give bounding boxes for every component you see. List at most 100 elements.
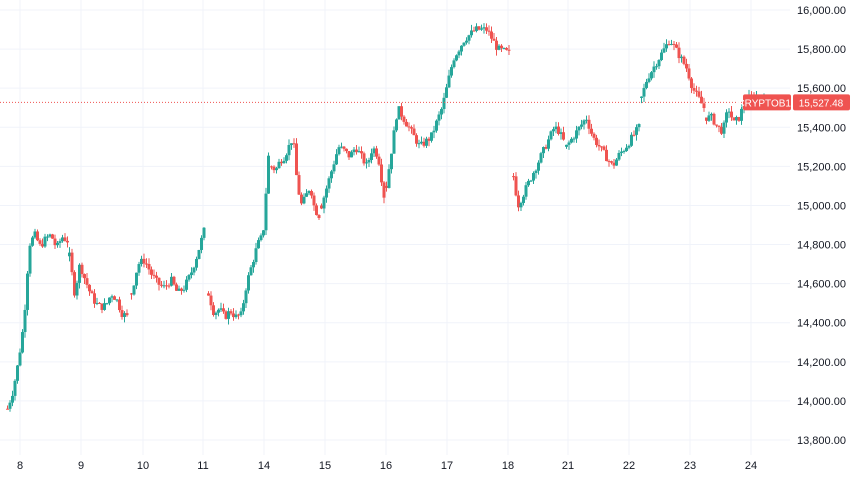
candle-body — [632, 134, 636, 136]
x-tick-label: 23 — [684, 460, 696, 472]
candle-body — [227, 311, 230, 319]
candle-body — [559, 132, 563, 134]
candle-body — [360, 151, 363, 154]
candle-body — [38, 240, 42, 244]
candle-body — [552, 129, 555, 132]
candle-body — [275, 168, 278, 171]
candle-body — [662, 48, 666, 53]
y-tick-label: 15,600.00 — [797, 83, 846, 95]
candle-body — [307, 190, 311, 194]
candle-body — [737, 117, 741, 121]
candle-body — [365, 162, 368, 164]
candle-body — [512, 176, 515, 178]
candle-body — [75, 282, 79, 296]
last-price-label: 15,527.48 — [799, 98, 844, 109]
candle-body — [407, 126, 411, 128]
candle-body — [270, 166, 273, 168]
y-tick-label: 13,800.00 — [797, 435, 846, 447]
candle-body — [650, 72, 653, 79]
candle-body — [705, 117, 708, 121]
candle-body — [400, 106, 403, 117]
candle-body — [372, 148, 376, 154]
candle-body — [267, 155, 270, 194]
candle-body — [687, 68, 691, 79]
candle-body — [145, 263, 148, 265]
candle-body — [11, 395, 14, 403]
candle-body — [337, 147, 341, 155]
candle-body — [562, 132, 565, 140]
candle-body — [467, 35, 471, 41]
candle-body — [572, 138, 576, 140]
candle-body — [692, 88, 696, 91]
candle-body — [202, 227, 206, 238]
candle-body — [244, 290, 248, 304]
candle-body — [172, 276, 176, 285]
candle-body — [675, 44, 678, 48]
candle-body — [529, 180, 533, 182]
candle-body — [722, 122, 726, 134]
candle-body — [155, 275, 158, 278]
candle-body — [357, 151, 361, 153]
candle-body — [125, 313, 129, 316]
candle-body — [362, 153, 366, 164]
candle-body — [637, 124, 641, 128]
candle-body — [502, 47, 506, 49]
candle-body — [707, 115, 711, 121]
candle-body — [36, 231, 39, 241]
x-tick-label: 9 — [78, 460, 84, 472]
candle-body — [132, 285, 136, 295]
candle-body — [437, 114, 441, 121]
candle-body — [53, 238, 57, 246]
candle-body — [475, 26, 478, 31]
candle-body — [575, 130, 578, 139]
candle-body — [460, 45, 463, 52]
candle-body — [277, 161, 281, 169]
candle-body — [187, 275, 191, 280]
candle-body — [197, 249, 201, 259]
candle-body — [83, 274, 86, 279]
candle-body — [214, 312, 218, 316]
candle-body — [390, 153, 393, 170]
candle-body — [162, 285, 166, 287]
candle-body — [21, 332, 24, 353]
candle-body — [682, 56, 686, 64]
candle-body — [630, 134, 633, 146]
candle-body — [219, 308, 223, 310]
candle-body — [46, 236, 49, 238]
candle-body — [355, 149, 358, 153]
candle-body — [175, 284, 178, 291]
candle-body — [625, 147, 628, 152]
candle-body — [627, 145, 631, 148]
price-badge — [793, 94, 850, 111]
candle-body — [254, 248, 258, 263]
candle-body — [480, 28, 483, 30]
candle-body — [472, 30, 476, 32]
candle-body — [85, 278, 89, 285]
symbol-badge — [743, 94, 791, 111]
candle-body — [264, 193, 268, 231]
candle-body — [137, 264, 141, 273]
candle-body — [315, 205, 318, 216]
candle-body — [110, 296, 114, 298]
candle-body — [527, 180, 530, 186]
x-tick-label: 14 — [258, 460, 270, 472]
candle-body — [290, 143, 293, 145]
candle-body — [135, 272, 138, 286]
candle-body — [330, 171, 333, 179]
candle-body — [190, 272, 193, 276]
x-tick-label: 24 — [745, 460, 757, 472]
candle-body — [442, 97, 446, 110]
candle-body — [70, 252, 74, 273]
candle-body — [402, 116, 406, 122]
candle-body — [477, 26, 481, 30]
candle-body — [645, 81, 648, 88]
candle-body — [570, 138, 573, 143]
x-tick-label: 8 — [17, 460, 23, 472]
candle-body — [667, 44, 671, 46]
candle-body — [665, 44, 668, 49]
candle-body — [505, 47, 508, 50]
candle-body — [13, 380, 17, 396]
candle-body — [412, 128, 416, 136]
candle-body — [620, 151, 623, 153]
